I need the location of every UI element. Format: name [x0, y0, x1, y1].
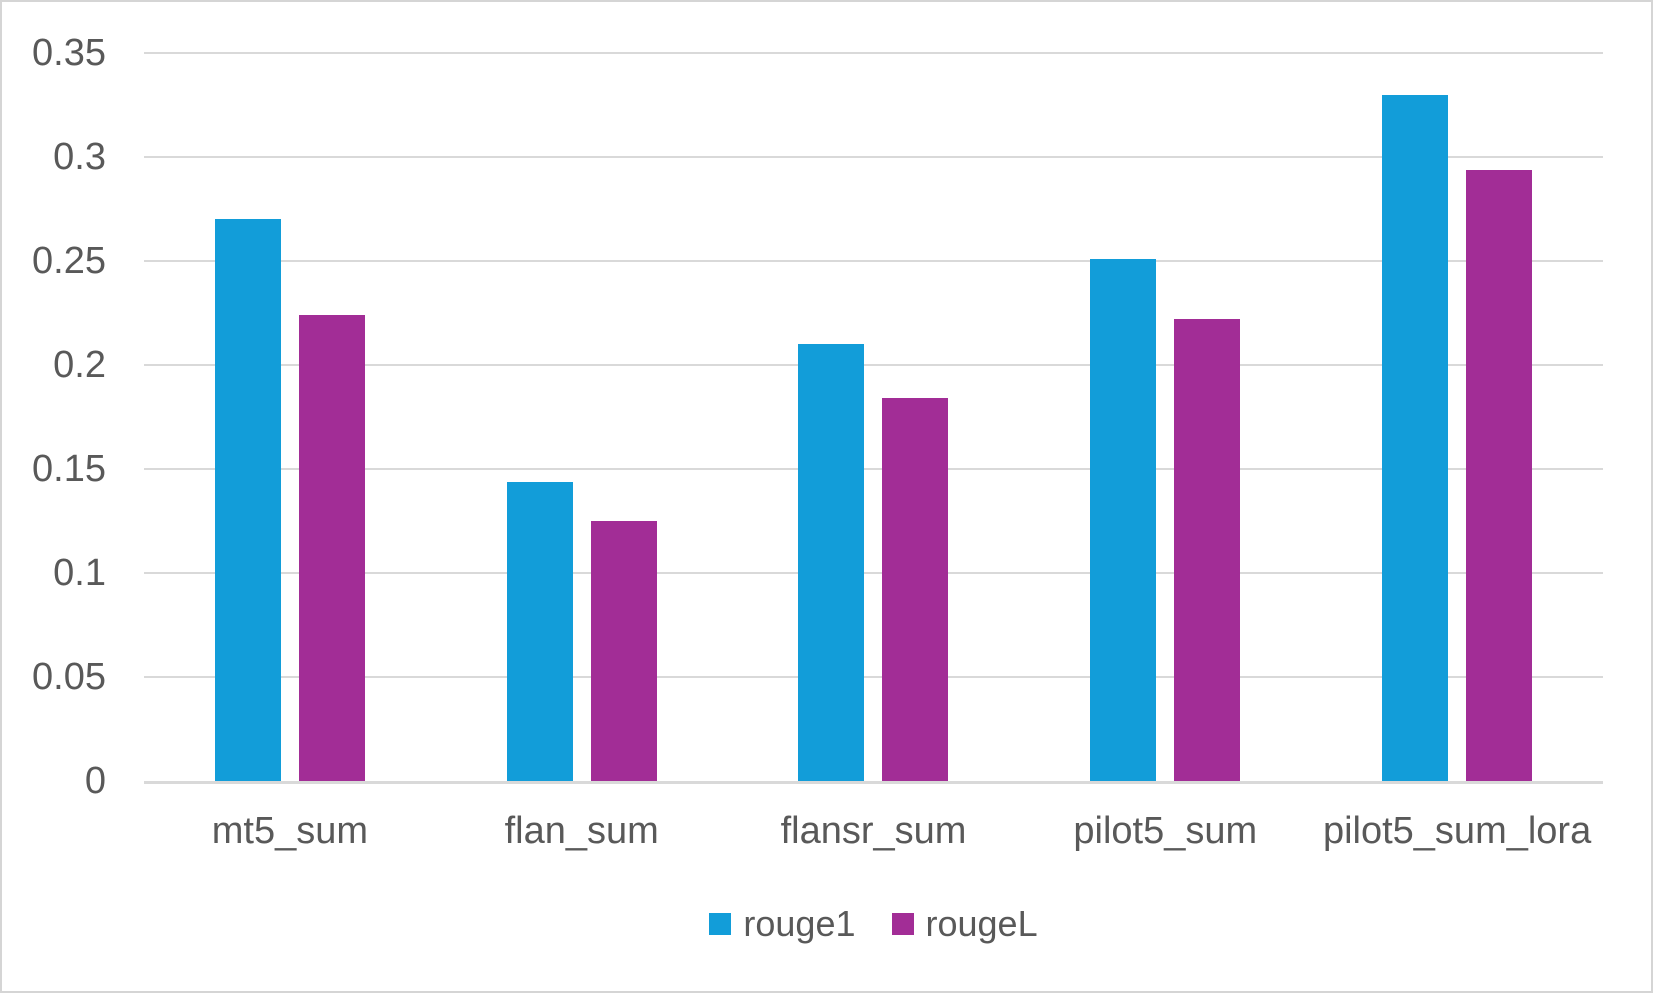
gridline-0.1 [144, 572, 1603, 574]
bar-group-pilot5_sum_lora [1311, 53, 1603, 781]
gridline-0.3 [144, 156, 1603, 158]
legend-label: rouge1 [743, 903, 856, 944]
bar-rougeL-flan_sum [590, 521, 657, 781]
x-axis-label-flan_sum: flan_sum [504, 810, 659, 852]
bar-group-pilot5_sum [1019, 53, 1311, 781]
gridline-0.05 [144, 676, 1603, 678]
plot-area [144, 52, 1603, 784]
legend: rouge1 rougeL [144, 902, 1603, 946]
y-axis-tick-label: 0.1 [53, 552, 106, 594]
bar-rougeL-flansr_sum [882, 398, 949, 781]
bar-rouge1-flan_sum [506, 481, 573, 781]
x-axis-label-pilot5_sum_lora: pilot5_sum_lora [1322, 810, 1592, 852]
bar-rouge1-pilot5_sum_lora [1382, 94, 1449, 781]
y-axis: 0 0.05 0.1 0.15 0.2 0.25 0.3 0.35 [2, 2, 106, 991]
bar-group-flan_sum [436, 53, 728, 781]
bars-layer [144, 53, 1603, 781]
bar-group-flansr_sum [728, 53, 1020, 781]
x-axis-label-flansr_sum: flansr_sum [780, 810, 967, 852]
bar-rougeL-pilot5_sum_lora [1466, 169, 1533, 781]
gridline-0.35 [144, 52, 1603, 54]
gridline-0.15 [144, 468, 1603, 470]
y-axis-tick-label: 0.2 [53, 344, 106, 386]
bar-rouge1-flansr_sum [798, 344, 865, 781]
bar-rouge1-pilot5_sum [1090, 258, 1157, 781]
y-axis-tick-label: 0.35 [32, 32, 106, 74]
x-axis-line [144, 781, 1603, 784]
bar-rougeL-mt5_sum [298, 315, 365, 781]
y-axis-tick-label: 0 [84, 760, 106, 802]
y-axis-tick-label: 0.15 [32, 448, 106, 490]
legend-swatch-rougeL [891, 913, 914, 935]
x-axis-labels: mt5_sum flan_sum flansr_sum pilot5_sum pilot… [144, 808, 1603, 854]
gridline-0.25 [144, 260, 1603, 262]
bar-rougeL-pilot5_sum [1174, 319, 1241, 781]
y-axis-tick-label: 0.25 [32, 240, 106, 282]
legend-label: rougeL [925, 903, 1038, 944]
legend-item-rougeL: rougeL [891, 902, 1038, 946]
bar-group-mt5_sum [144, 53, 436, 781]
x-axis-label-pilot5_sum: pilot5_sum [1073, 810, 1258, 852]
legend-item-rouge1: rouge1 [709, 902, 856, 946]
y-axis-tick-label: 0.05 [32, 656, 106, 698]
gridline-0.2 [144, 364, 1603, 366]
y-axis-tick-label: 0.3 [53, 136, 106, 178]
x-axis-label-mt5_sum: mt5_sum [211, 810, 369, 852]
legend-swatch-rouge1 [709, 913, 732, 935]
bar-rouge1-mt5_sum [214, 219, 281, 781]
